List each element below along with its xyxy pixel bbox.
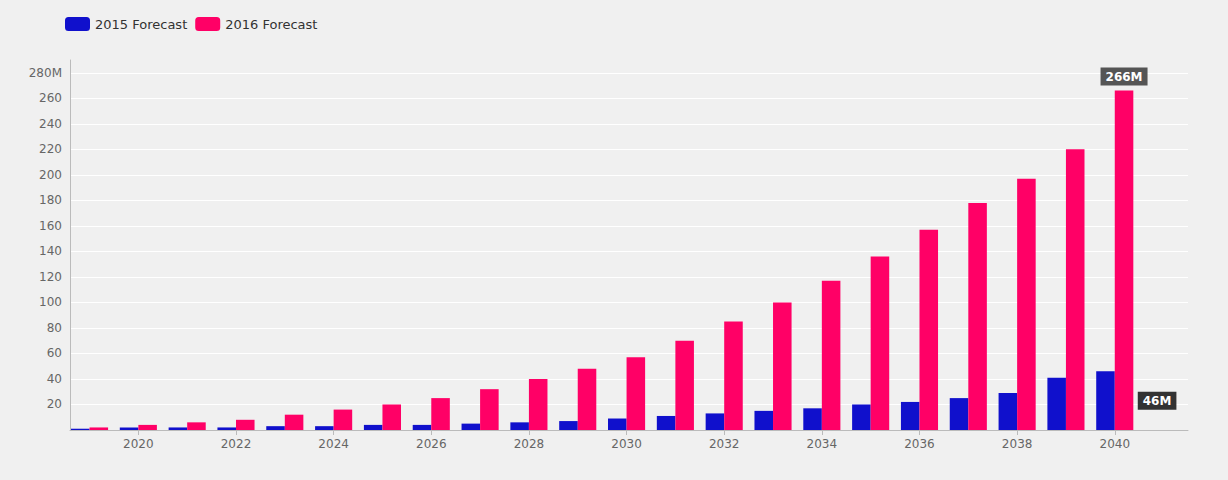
svg-text:2034: 2034	[807, 437, 838, 451]
svg-text:100: 100	[39, 295, 62, 309]
svg-text:200: 200	[39, 168, 62, 182]
svg-text:2016 Forecast: 2016 Forecast	[225, 17, 317, 32]
svg-text:240: 240	[39, 117, 62, 131]
svg-text:2028: 2028	[514, 437, 545, 451]
svg-text:280M: 280M	[29, 66, 62, 80]
svg-text:140: 140	[39, 244, 62, 258]
svg-text:2020: 2020	[123, 437, 154, 451]
svg-text:40: 40	[47, 372, 62, 386]
svg-text:2032: 2032	[709, 437, 740, 451]
svg-text:2038: 2038	[1002, 437, 1033, 451]
svg-text:46M: 46M	[1143, 394, 1172, 408]
svg-text:2030: 2030	[611, 437, 642, 451]
svg-text:2022: 2022	[221, 437, 252, 451]
svg-text:220: 220	[39, 142, 62, 156]
svg-text:120: 120	[39, 270, 62, 284]
svg-text:266M: 266M	[1106, 70, 1143, 84]
svg-text:2026: 2026	[416, 437, 447, 451]
svg-text:180: 180	[39, 193, 62, 207]
svg-text:2015 Forecast: 2015 Forecast	[95, 17, 187, 32]
svg-text:80: 80	[47, 321, 62, 335]
svg-text:2024: 2024	[318, 437, 349, 451]
svg-text:160: 160	[39, 219, 62, 233]
svg-text:20: 20	[47, 397, 62, 411]
svg-text:260: 260	[39, 91, 62, 105]
svg-text:2040: 2040	[1099, 437, 1130, 451]
svg-text:60: 60	[47, 346, 62, 360]
svg-text:2036: 2036	[904, 437, 935, 451]
